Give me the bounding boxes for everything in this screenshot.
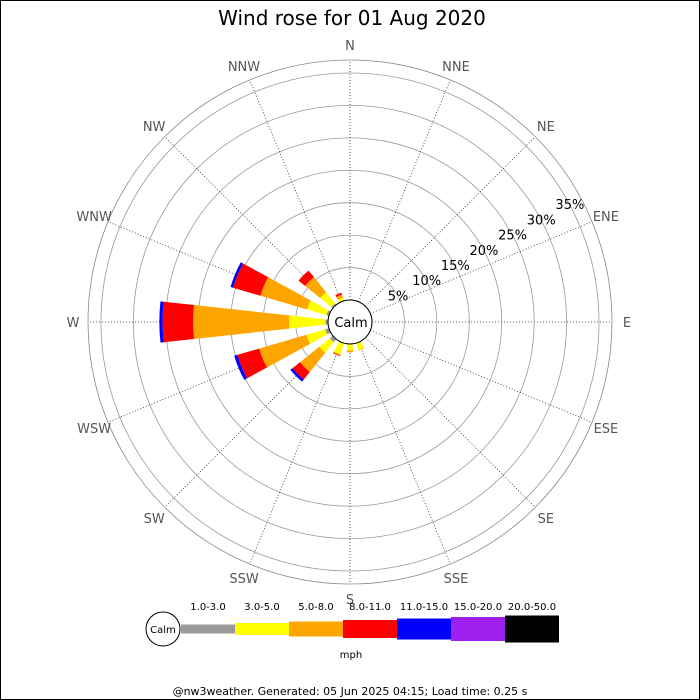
calm-label: Calm [334,316,367,331]
legend-label-6: 15.0-20.0 [454,602,502,613]
calm-circle [327,299,373,345]
bar-ssw-bin-2 [333,341,344,355]
legend-label-2: 3.0-5.0 [244,602,279,613]
direction-label-ene: ENE [593,210,619,225]
ring-label-5: 25% [498,229,527,244]
bar-nw-bin-2 [320,292,335,307]
legend-label-7: 20.0-50.0 [508,602,556,613]
bar-sw-bin-2 [319,338,334,353]
legend-swatch-2 [235,623,289,635]
direction-label-ne: NE [537,120,555,135]
bar-w-bin-2 [289,315,326,329]
ring-7 [100,72,600,572]
ring-label-7: 35% [555,198,584,213]
ring-label-3: 15% [441,259,470,274]
bar-sw-bin-5 [290,368,304,382]
spoke-ne [365,136,536,307]
bar-w-bin-1 [325,319,329,325]
bar-wnw-bin-4 [233,263,269,296]
bar-s-bin-2 [346,343,354,351]
spoke-nne [358,79,451,302]
ring-label-4: 20% [470,244,499,259]
bar-w-bin-3 [193,305,290,339]
bar-sse-bin-3 [358,347,365,351]
direction-label-w: W [67,316,80,331]
legend-swatch-5 [397,618,451,640]
footer-text: @nw3weather. Generated: 05 Jun 2025 04:1… [173,685,528,698]
bar-sse-bin-2 [356,341,364,350]
legend-swatch-6 [451,617,505,641]
bar-ssw-bin-3 [333,351,341,356]
bar-w-bin-4 [162,301,194,343]
spoke-nnw [249,79,342,302]
legend-calm-circle [145,611,181,647]
bar-sw-bin-1 [329,335,337,343]
wind-bars [159,262,365,382]
legend-label-1: 1.0-3.0 [190,602,225,613]
legend-calm-label: Calm [150,625,176,636]
bar-nnw-bin-4 [335,292,343,298]
bar-nnw-bin-3 [336,294,343,300]
legend-units: mph [340,650,362,661]
ring-labels: 5%10%15%20%25%30%35% [388,198,585,304]
legend-label-5: 11.0-15.0 [400,602,448,613]
chart-title: Wind rose for 01 Aug 2020 [218,6,486,30]
direction-label-nnw: NNW [228,60,260,75]
ring-label-2: 10% [412,274,441,289]
direction-label-ese: ESE [594,422,619,437]
direction-label-nne: NNE [442,60,470,75]
legend-swatch-7 [505,615,559,643]
direction-label-wsw: WSW [77,422,111,437]
direction-label-e: E [623,316,631,331]
direction-label-n: N [345,39,355,54]
spoke-ese [370,330,593,423]
ring-label-6: 30% [527,213,556,228]
bar-wnw-bin-3 [260,277,311,310]
direction-label-wnw: WNW [76,210,112,225]
bar-wsw-bin-3 [259,334,311,368]
legend-label-4: 8.0-11.0 [349,602,391,613]
bar-nw-bin-3 [305,277,327,299]
spoke-ssw [249,342,342,565]
bar-sw-bin-4 [292,362,310,380]
ring-6 [133,105,567,539]
bar-wnw-bin-5 [230,262,244,288]
bar-w-bin-5 [159,301,164,343]
spoke-sse [358,342,451,565]
bar-wsw-bin-4 [237,348,267,379]
spoke-se [365,337,536,508]
legend-swatch-3 [289,621,343,637]
ring-outer [87,59,613,585]
spoke-ene [370,221,593,314]
direction-labels: N NNE NE ENE E ESE SE SSE S SSW SW WSW W WNW NW NNW [67,39,632,608]
direction-label-nw: NW [143,120,166,135]
bar-wsw-bin-5 [234,354,248,380]
legend-label-3: 5.0-8.0 [298,602,333,613]
bar-ssw-bin-4 [332,352,341,357]
direction-label-s: S [346,593,354,608]
bar-nnw-bin-2 [337,297,344,303]
bar-nw-bin-1 [331,303,337,309]
direction-label-sw: SW [144,512,165,527]
bar-wnw-bin-1 [326,310,331,316]
legend-swatch-4 [343,620,397,638]
bar-wnw-bin-2 [307,300,329,316]
bar-nw-bin-4 [298,270,314,286]
bar-wsw-bin-2 [306,329,328,344]
direction-label-sse: SSE [444,572,469,587]
ring-label-1: 5% [388,289,409,304]
bar-s-bin-3 [346,350,354,353]
legend-swatch-1 [181,624,235,634]
legend: Calm 1.0-3.0 3.0-5.0 5.0-8.0 8.0-11.0 11.0-15… [145,602,559,647]
direction-label-se: SE [538,512,554,527]
direction-label-ssw: SSW [229,572,259,587]
bar-sw-bin-3 [299,346,326,373]
